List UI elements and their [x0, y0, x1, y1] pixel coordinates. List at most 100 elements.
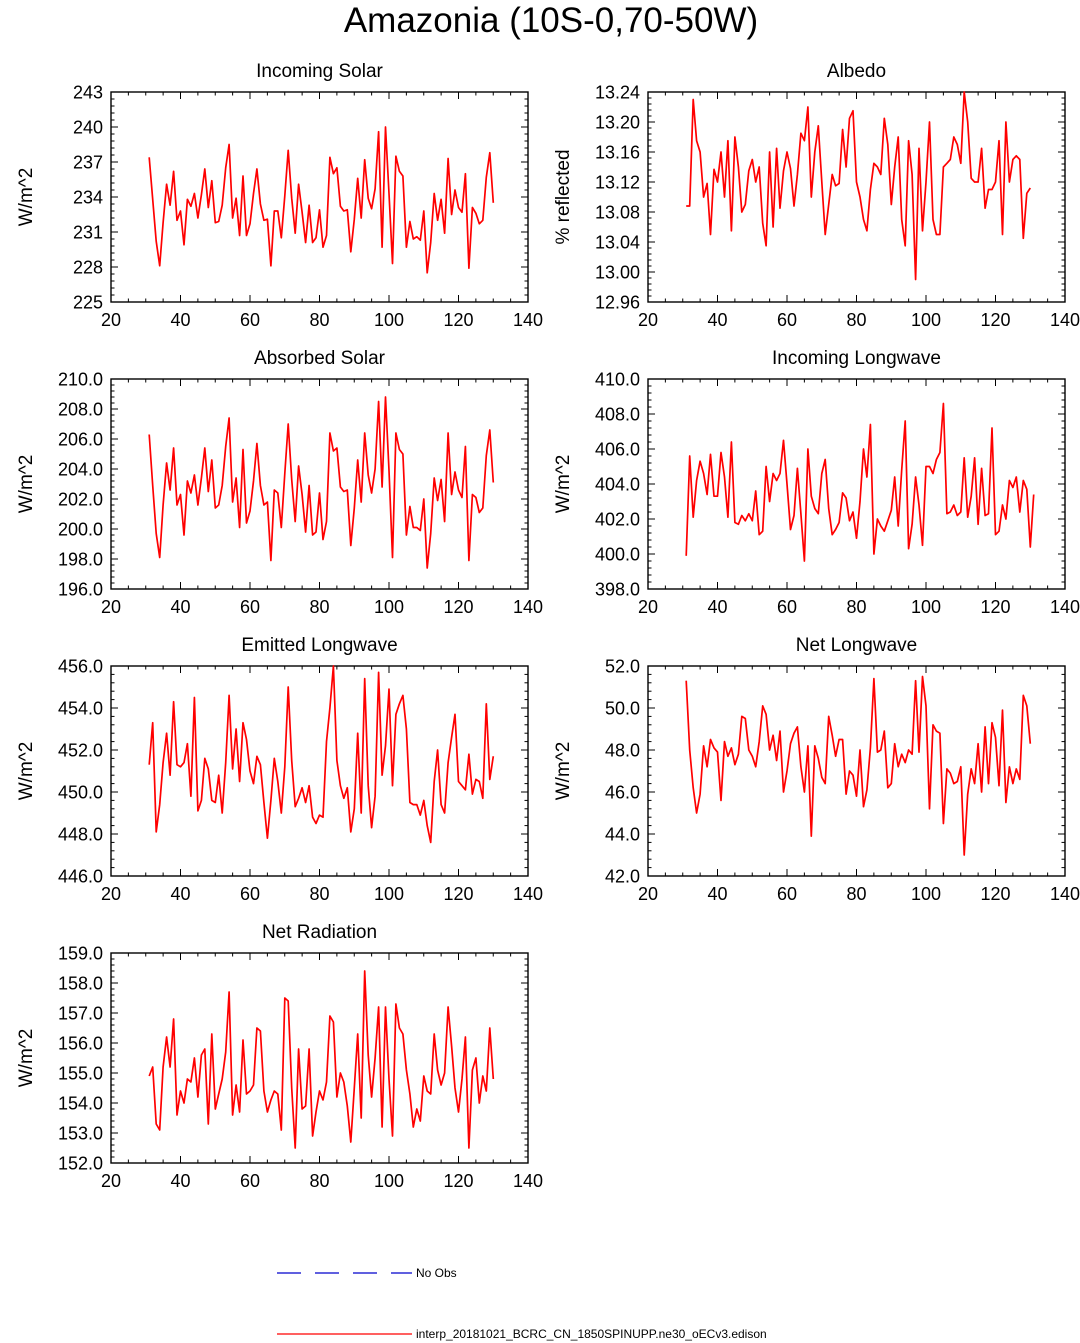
data-point: [790, 529, 792, 531]
chart-3: Absorbed Solar W/m^2 20 40 60 80 100 120 140 196.…: [16, 348, 543, 617]
data-point: [692, 787, 694, 789]
data-point: [430, 242, 432, 244]
data-point: [451, 494, 453, 496]
data-point: [204, 1048, 206, 1050]
y-tick-label: 240: [73, 118, 103, 138]
y-tick-label: 198.0: [58, 550, 103, 570]
plot-frame: [110, 665, 529, 877]
data-point: [187, 480, 189, 482]
data-point: [374, 795, 376, 797]
data-point: [960, 163, 962, 165]
y-tick-label: 12.96: [595, 293, 640, 313]
data-point: [493, 1078, 495, 1080]
x-tick-label: 60: [240, 597, 260, 617]
data-point: [922, 545, 924, 547]
data-point: [148, 764, 150, 766]
y-tick-label: 237: [73, 153, 103, 173]
data-point: [831, 174, 833, 176]
data-point: [1012, 487, 1014, 489]
data-point: [249, 1090, 251, 1092]
data-point: [724, 741, 726, 743]
data-point: [326, 235, 328, 237]
data-point: [769, 151, 771, 153]
data-point: [468, 267, 470, 269]
data-point: [336, 1096, 338, 1098]
data-point: [423, 800, 425, 802]
data-point: [367, 474, 369, 476]
data-point: [479, 781, 481, 783]
data-point: [696, 812, 698, 814]
data-point: [489, 429, 491, 431]
data-point: [225, 762, 227, 764]
data-point: [738, 166, 740, 168]
data-point: [793, 205, 795, 207]
data-point: [814, 508, 816, 510]
data-point: [420, 814, 422, 816]
data-point: [908, 548, 910, 550]
data-point: [454, 471, 456, 473]
data-point: [950, 772, 952, 774]
data-point: [235, 728, 237, 730]
data-point: [347, 489, 349, 491]
data-point: [925, 705, 927, 707]
data-point: [828, 716, 830, 718]
data-point: [779, 207, 781, 209]
data-point: [360, 812, 362, 814]
data-point: [194, 697, 196, 699]
y-tick-label: 448.0: [58, 825, 103, 845]
data-point: [308, 785, 310, 787]
x-tick-label: 140: [1050, 884, 1080, 904]
data-point: [194, 193, 196, 195]
x-tick-label: 20: [638, 884, 658, 904]
data-point: [772, 473, 774, 475]
data-point: [319, 814, 321, 816]
data-point: [187, 743, 189, 745]
data-point: [1030, 743, 1032, 745]
data-point: [911, 174, 913, 176]
data-point: [162, 1066, 164, 1068]
data-point: [301, 1108, 303, 1110]
data-point: [717, 181, 719, 183]
data-point: [228, 695, 230, 697]
data-point: [706, 766, 708, 768]
data-point: [235, 1084, 237, 1086]
data-point: [281, 812, 283, 814]
data-point: [201, 194, 203, 196]
data-point: [187, 199, 189, 201]
data-point: [274, 758, 276, 760]
data-point: [692, 516, 694, 518]
data-point: [444, 812, 446, 814]
x-tick-label: 140: [513, 597, 543, 617]
data-point: [152, 722, 154, 724]
data-point: [305, 1105, 307, 1107]
data-point: [406, 246, 408, 248]
data-point: [472, 793, 474, 795]
data-point: [440, 479, 442, 481]
data-point: [155, 533, 157, 535]
data-point: [298, 183, 300, 185]
data-point: [838, 183, 840, 185]
data-point: [350, 1141, 352, 1143]
data-point: [482, 798, 484, 800]
plot-frame: [110, 378, 529, 590]
data-point: [943, 823, 945, 825]
y-tick-label: 454.0: [58, 699, 103, 719]
data-point: [988, 189, 990, 191]
data-point: [235, 477, 237, 479]
data-point: [685, 555, 687, 557]
data-point: [364, 970, 366, 972]
data-point: [253, 783, 255, 785]
data-point: [849, 520, 851, 522]
y-tick-label: 157.0: [58, 1004, 103, 1024]
data-point: [963, 91, 965, 93]
data-point: [350, 545, 352, 547]
chart-4: Incoming Longwave W/m^2 20 40 60 80 100 120 140 3…: [553, 348, 1080, 617]
data-point: [312, 534, 314, 536]
data-point: [392, 1135, 394, 1137]
figure-title: Amazonia (10S-0,70-50W): [344, 1, 758, 40]
data-point: [824, 234, 826, 236]
chart-2: Albedo % reflected 20 40 60 80 100 120 140 12.96 1…: [553, 61, 1080, 330]
data-point: [904, 245, 906, 247]
data-point: [731, 441, 733, 443]
data-point: [873, 163, 875, 165]
